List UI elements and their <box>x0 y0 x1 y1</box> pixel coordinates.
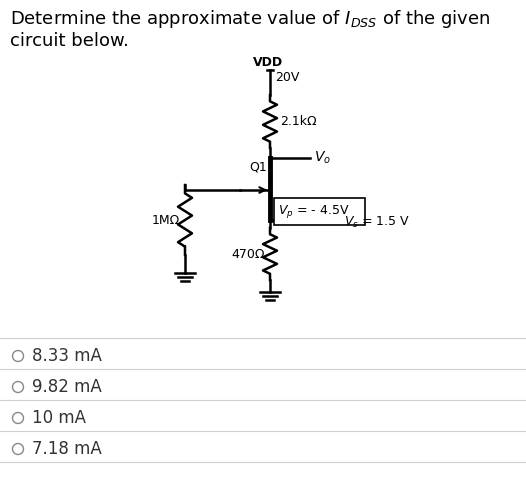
Text: $V_o$: $V_o$ <box>314 150 331 166</box>
Text: 9.82 mA: 9.82 mA <box>32 378 102 396</box>
Bar <box>274 198 365 225</box>
Text: 7.18 mA: 7.18 mA <box>32 440 102 458</box>
Text: Determine the approximate value of $\mathit{I}_{DSS}$ of the given: Determine the approximate value of $\mat… <box>10 8 490 30</box>
Text: 2.1kΩ: 2.1kΩ <box>280 114 317 128</box>
Text: 8.33 mA: 8.33 mA <box>32 347 102 365</box>
Text: 470Ω: 470Ω <box>231 247 265 261</box>
Text: 1MΩ: 1MΩ <box>151 214 180 226</box>
Text: $V_p$ = - 4.5V: $V_p$ = - 4.5V <box>278 202 350 219</box>
Text: $V_s$ = 1.5 V: $V_s$ = 1.5 V <box>344 215 410 230</box>
Text: circuit below.: circuit below. <box>10 32 129 50</box>
Text: VDD: VDD <box>253 56 283 69</box>
Text: Q1: Q1 <box>249 160 267 173</box>
Text: 10 mA: 10 mA <box>32 409 86 427</box>
Text: 20V: 20V <box>275 71 299 84</box>
